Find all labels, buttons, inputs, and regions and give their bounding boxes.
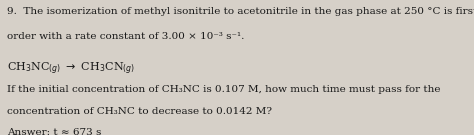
Text: 9.  The isomerization of methyl isonitrile to acetonitrile in the gas phase at 2: 9. The isomerization of methyl isonitril… [7,7,474,16]
Text: order with a rate constant of 3.00 × 10⁻³ s⁻¹.: order with a rate constant of 3.00 × 10⁻… [7,32,245,41]
Text: concentration of CH₃NC to decrease to 0.0142 M?: concentration of CH₃NC to decrease to 0.… [7,107,272,116]
Text: If the initial concentration of CH₃NC is 0.107 M, how much time must pass for th: If the initial concentration of CH₃NC is… [7,85,441,94]
Text: Answer: t ≈ 673 s: Answer: t ≈ 673 s [7,128,101,135]
Text: CH$_3$NC$_{(g)}$ $\rightarrow$ CH$_3$CN$_{(g)}$: CH$_3$NC$_{(g)}$ $\rightarrow$ CH$_3$CN$… [7,61,136,77]
